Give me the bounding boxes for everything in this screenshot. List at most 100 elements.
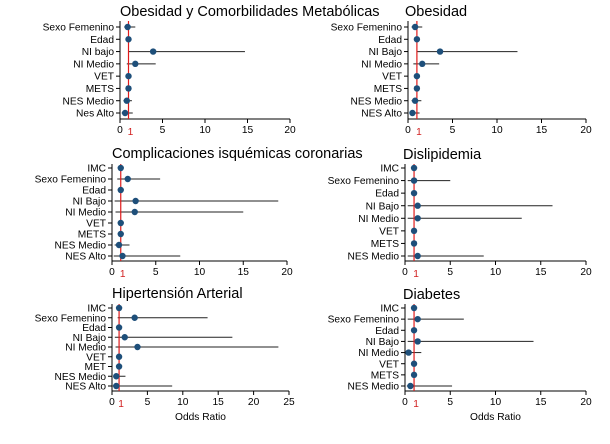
x-tick-label: 10: [490, 267, 502, 278]
point-ni-medio: [134, 343, 141, 351]
row-label-nes-medio: NES Medio: [347, 252, 399, 263]
x-tick-label: 0: [405, 125, 411, 136]
point-edad: [413, 36, 421, 43]
x-tick-label: 5: [447, 397, 453, 408]
point-ni-bajo: [132, 197, 139, 205]
row-label-edad: Edad: [82, 323, 106, 334]
x-tick-label: 5: [160, 125, 166, 136]
point-ni-bajo: [436, 48, 444, 55]
row-label-nes-medio: NES Medio: [62, 96, 114, 107]
row-label-ni-medio: NI Medio: [73, 59, 114, 70]
x-tick-label: 15: [536, 125, 548, 136]
row-label-edad: Edad: [90, 35, 114, 46]
point-sexo-femenino: [414, 315, 421, 323]
point-nes-alto: [113, 382, 120, 390]
point-nes-alto: [121, 109, 129, 117]
row-label-nes-alto: NES Alto: [361, 109, 402, 120]
row-label-ni-bajo: NI bajo: [82, 47, 115, 58]
row-label-nes-medio: NES Medio: [350, 96, 402, 107]
row-label-edad: Edad: [375, 326, 399, 337]
point-nes-alto: [119, 252, 126, 260]
row-label-mets: METS: [78, 230, 107, 241]
point-mets: [413, 85, 421, 92]
row-label-sexo-femenino: Sexo Femenino: [35, 313, 107, 324]
row-label-sexo-femenino: Sexo Femenino: [331, 23, 403, 34]
row-label-nes-medio: NES Medio: [54, 241, 106, 252]
row-label-imc: IMC: [87, 304, 106, 315]
reference-line-label: 1: [128, 127, 134, 138]
point-ni-medio: [131, 208, 138, 216]
x-axis-label: Odds Ratio: [175, 412, 226, 423]
point-met: [115, 363, 123, 370]
point-mets: [410, 371, 418, 379]
point-mets: [117, 230, 124, 238]
point-vet: [117, 219, 124, 227]
point-vet: [125, 72, 132, 80]
x-tick-label: 10: [199, 125, 211, 136]
reference-line-label: 1: [413, 399, 419, 410]
panel-complicaciones-isqu-micas-coronarias: Complicaciones isquémicas coronarias 0 5 10…: [35, 146, 363, 280]
x-tick-label: 0: [109, 397, 115, 408]
x-tick-label: 15: [535, 397, 547, 408]
point-ni-medio: [405, 349, 412, 356]
row-label-sexo-femenino: Sexo Femenino: [35, 175, 107, 186]
point-edad: [125, 36, 132, 43]
point-imc: [117, 164, 124, 172]
row-label-mets: METS: [86, 84, 115, 95]
row-label-nes-alto: NES Alto: [65, 252, 106, 263]
row-label-vet: VET: [86, 352, 106, 363]
row-label-nes-alto: Nes Alto: [76, 109, 114, 120]
panel-title: Complicaciones isquémicas coronarias: [112, 146, 363, 162]
row-label-ni-bajo: NI Bajo: [369, 47, 403, 58]
row-label-edad: Edad: [378, 35, 402, 46]
point-nes-medio: [411, 97, 419, 104]
x-tick-label: 20: [580, 125, 592, 136]
point-nes-medio: [407, 382, 414, 390]
x-axis-label: Odds Ratio: [470, 412, 521, 423]
row-label-ni-bajo: NI Bajo: [73, 197, 107, 208]
point-edad: [117, 186, 124, 194]
row-label-ni-bajo: NI Bajo: [73, 333, 107, 344]
row-label-ni-bajo: NI Bajo: [366, 337, 400, 348]
point-vet: [413, 72, 421, 80]
row-label-ni-medio: NI Medio: [358, 348, 399, 359]
point-ni-bajo: [149, 48, 157, 55]
point-nes-medio: [115, 241, 123, 249]
row-label-mets: METS: [371, 370, 400, 381]
panels-group: Obesidad y Comorbilidades Metabólicas 0 5 1…: [35, 4, 592, 423]
row-label-ni-medio: NI Medio: [361, 59, 402, 70]
point-ni-medio: [414, 215, 421, 222]
x-tick-label: 15: [242, 125, 254, 136]
panel-obesidad-y-comorbilidades-metab-licas: Obesidad y Comorbilidades Metabólicas 0 5 1…: [43, 4, 380, 138]
x-tick-label: 0: [402, 397, 408, 408]
panel-title: Dislipidemia: [403, 147, 482, 163]
point-ni-medio: [419, 60, 426, 68]
x-tick-label: 0: [109, 267, 115, 278]
point-imc: [410, 304, 418, 312]
point-ni-bajo: [121, 334, 128, 341]
point-vet: [410, 227, 418, 235]
panel-title: Obesidad y Comorbilidades Metabólicas: [120, 4, 380, 20]
row-label-sexo-femenino: Sexo Femenino: [43, 23, 115, 34]
point-nes-medio: [123, 97, 130, 104]
point-nes-medio: [414, 252, 421, 260]
x-tick-label: 5: [447, 267, 453, 278]
row-label-vet: VET: [379, 359, 399, 370]
point-sexo-femenino: [411, 23, 419, 31]
x-tick-label: 15: [535, 267, 547, 278]
x-tick-label: 20: [580, 267, 592, 278]
point-sexo-femenino: [124, 175, 131, 183]
point-imc: [410, 164, 418, 172]
x-tick-label: 20: [284, 125, 296, 136]
x-tick-label: 5: [153, 267, 159, 278]
x-tick-label: 10: [490, 397, 502, 408]
row-label-mets: METS: [371, 239, 400, 250]
row-label-vet: VET: [382, 72, 402, 83]
row-label-ni-bajo: NI Bajo: [366, 201, 400, 212]
point-edad: [115, 324, 123, 331]
x-tick-label: 20: [248, 397, 260, 408]
x-tick-label: 20: [580, 397, 592, 408]
point-edad: [410, 189, 418, 197]
